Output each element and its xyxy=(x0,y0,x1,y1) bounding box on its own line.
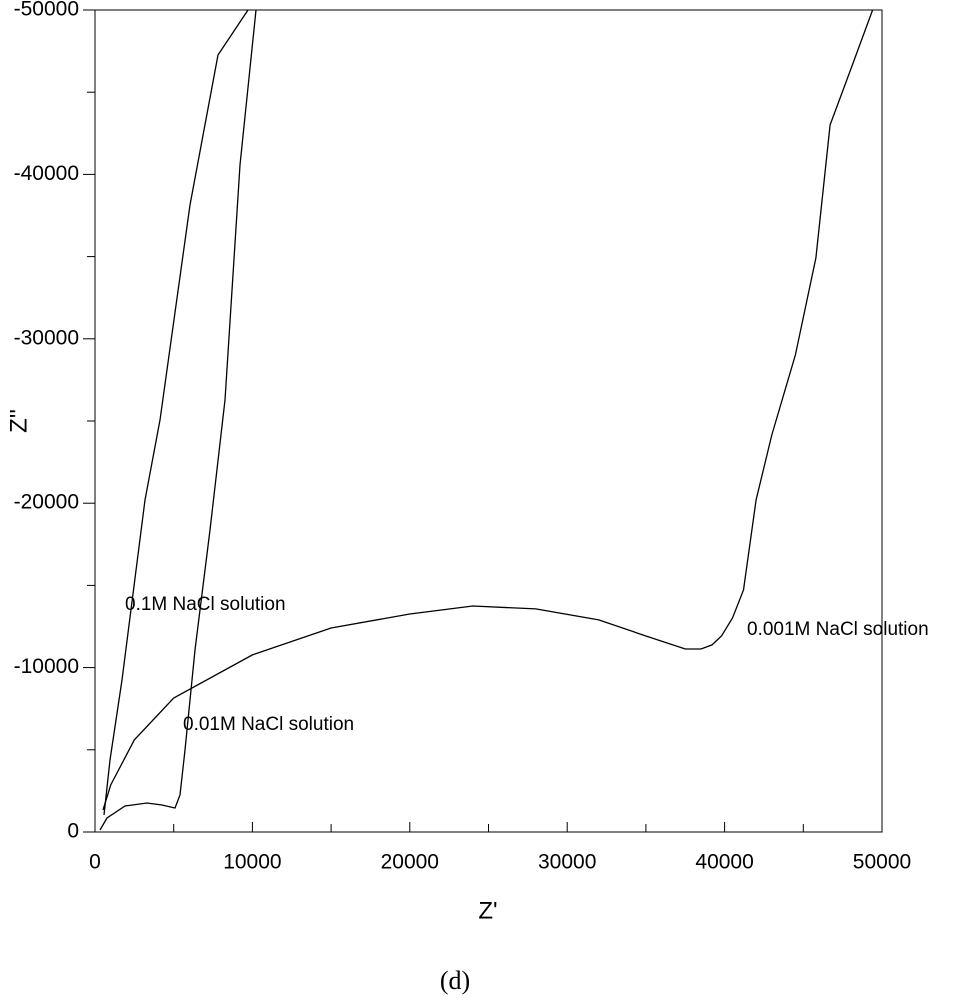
x-tick-label: 50000 xyxy=(853,851,911,874)
x-tick-label: 10000 xyxy=(223,851,281,874)
series-line xyxy=(99,9,257,831)
x-tick-label: 20000 xyxy=(381,851,439,874)
y-tick-label: -40000 xyxy=(14,162,79,185)
series-label: 0.01M NaCl solution xyxy=(183,714,354,735)
y-tick-label: -20000 xyxy=(14,491,79,514)
x-axis-label: Z' xyxy=(478,897,497,924)
series-label: 0.001M NaCl solution xyxy=(747,619,929,640)
y-tick-label: -10000 xyxy=(14,655,79,678)
series-label: 0.1M NaCl solution xyxy=(125,594,286,615)
y-tick-label: -50000 xyxy=(14,0,79,21)
y-tick-label: -30000 xyxy=(14,326,79,349)
caption: (d) xyxy=(440,966,470,995)
plot-frame xyxy=(94,9,883,833)
x-tick-label: 40000 xyxy=(695,851,753,874)
series-line xyxy=(102,9,874,811)
y-axis-label: Z'' xyxy=(5,409,32,433)
y-tick-label: 0 xyxy=(67,820,79,843)
x-tick-label: 30000 xyxy=(538,851,596,874)
x-tick-label: 0 xyxy=(89,851,101,874)
series-line xyxy=(103,9,249,816)
